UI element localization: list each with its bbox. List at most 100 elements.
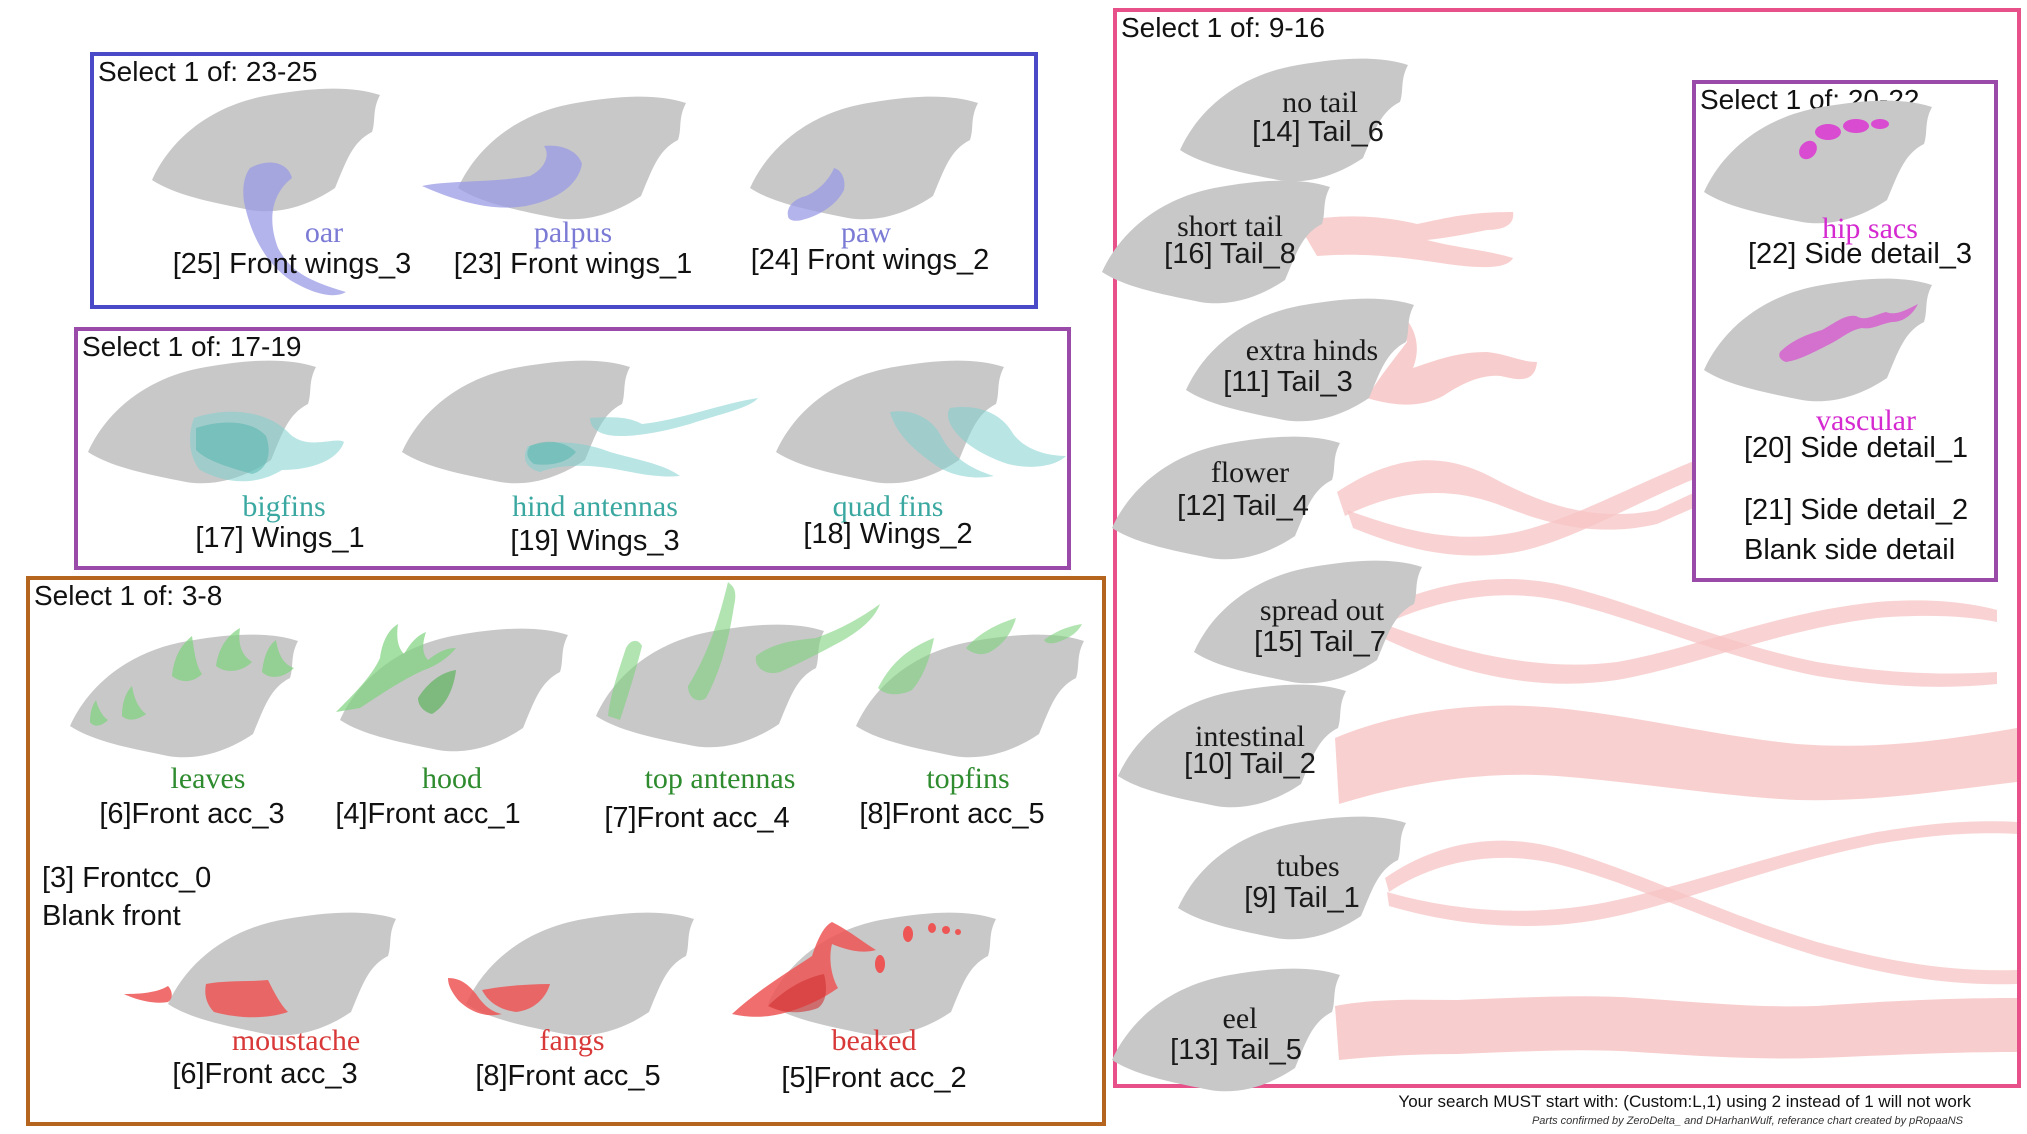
body-shape (1102, 180, 1330, 304)
front-acc-blank-text: Blank front (42, 900, 181, 932)
tail-flower-code: [12] Tail_4 (1177, 490, 1309, 522)
tail-body-eel (1112, 968, 1340, 1092)
tail-spread-out-name: spread out (1259, 594, 1385, 627)
front-wings-oar-figure (152, 88, 380, 296)
sac-4 (1871, 119, 1889, 129)
front-acc-fangs-figure (448, 912, 694, 1036)
wings-hind-antennas-code: [19] Wings_3 (510, 525, 680, 557)
beak-dot-1 (875, 955, 885, 973)
short-tail-shape (1297, 212, 1514, 268)
front-acc-leaves-name: leaves (170, 762, 246, 795)
front-acc-blank-code: [3] Frontcc_0 (42, 862, 212, 894)
tail-extra-hinds-code: [11] Tail_3 (1223, 366, 1353, 398)
antenna-3-shape (755, 604, 880, 674)
spread-out-shape-a (1377, 579, 1997, 687)
body-shape (1112, 968, 1340, 1092)
footer-search-note: Your search MUST start with: (Custom:L,1… (1398, 1092, 1971, 1111)
beak-dot-3 (928, 923, 936, 933)
front-acc-moustache-code: [6]Front acc_3 (172, 1058, 358, 1090)
side-detail-hip-sacs-name: hip sacs (1822, 212, 1918, 245)
tail-body-tubes (1178, 816, 1406, 940)
leaf-5-shape (90, 700, 108, 726)
sac-1 (1799, 140, 1817, 160)
tail-short-tail-name: short tail (1177, 210, 1283, 243)
topfin-3-shape (1044, 624, 1082, 644)
side-detail-vascular-name: vascular (1816, 404, 1916, 437)
tails-shapes-layer (1297, 212, 2017, 1060)
tails-group: Select 1 of: 9-16 (1113, 8, 2021, 1088)
tail-tubes-code: [9] Tail_1 (1244, 882, 1360, 914)
tail-body-short-tail (1102, 180, 1330, 304)
front-wings-palpus-figure (422, 96, 686, 220)
beak-dot-5 (955, 929, 961, 935)
front-acc-topfins-name: topfins (926, 762, 1010, 795)
tail-no-tail-code: [14] Tail_6 (1252, 116, 1384, 148)
fang-right-shape (482, 984, 550, 1012)
eel-shape (1335, 996, 2017, 1060)
body-shape (466, 912, 694, 1036)
leaf-2-shape (216, 628, 252, 671)
front-acc-fangs-name: fangs (539, 1024, 605, 1057)
footer-credit: Parts confirmed by ZeroDelta_ and DHarha… (1531, 1115, 1963, 1127)
front-wings-paw-name: paw (841, 216, 891, 249)
front-acc-top-antennas-name: top antennas (644, 762, 796, 795)
moustache-left-shape (124, 986, 172, 1003)
tail-body-flower (1112, 436, 1340, 560)
paw-wing-shape (787, 168, 845, 221)
tail-body-extra-hinds (1186, 298, 1414, 422)
front-acc-beaked-code: [5]Front acc_2 (781, 1062, 967, 1094)
moustache-right-shape (205, 980, 288, 1018)
palpus-wing-shape (422, 145, 582, 208)
tail-tubes-name: tubes (1276, 850, 1340, 883)
body-shape (1704, 100, 1932, 224)
body-shape (750, 96, 978, 220)
front-acc-topfins-code: [8]Front acc_5 (859, 798, 1045, 830)
wings-quad-fins-code: [18] Wings_2 (803, 518, 973, 550)
beak-shape (732, 922, 876, 1017)
tail-spread-out-code: [15] Tail_7 (1254, 626, 1386, 658)
front-wings-palpus-code: [23] Front wings_1 (453, 248, 693, 280)
wings-bigfins-figure (88, 360, 344, 484)
front-wings-oar-name: oar (304, 216, 344, 249)
front-acc-hood-figure (336, 624, 568, 752)
leaf-4-shape (122, 686, 146, 720)
side-detail-hip-sacs-figure (1704, 100, 1932, 224)
side-detail-blank-text: Blank side detail (1744, 534, 1956, 566)
antenna-upper-shape (590, 398, 758, 436)
body-shape (1194, 560, 1422, 684)
tail-extra-hinds-name: extra hinds (1245, 334, 1379, 367)
tail-eel-name: eel (1222, 1002, 1258, 1035)
hood-inner-shape (418, 670, 456, 714)
tubes-shape-a (1385, 840, 2017, 985)
body-shape (1178, 816, 1406, 940)
wings-bigfins-code: [17] Wings_1 (195, 522, 365, 554)
front-acc-title: Select 1 of: 3-8 (34, 580, 223, 611)
beak-dot-4 (942, 926, 950, 934)
side-detail-blank-code: [21] Side detail_2 (1744, 494, 1969, 526)
tail-intestinal-name: intestinal (1195, 720, 1305, 753)
wings-quad-fins-name: quad fins (832, 490, 944, 523)
spread-out-shape-b (1379, 600, 1997, 684)
tails-title: Select 1 of: 9-16 (1121, 12, 1325, 43)
body-shape (152, 88, 380, 212)
fang-left-shape (448, 978, 502, 1016)
body-shape (1112, 436, 1340, 560)
wings-hind-antennas-name: hind antennas (512, 490, 678, 523)
side-detail-vascular-code: [20] Side detail_1 (1743, 432, 1969, 464)
leaf-1-shape (172, 636, 202, 682)
tail-body-spread-out (1194, 560, 1422, 684)
wings-quad-fins-figure (776, 360, 1066, 484)
beak-dot-2 (903, 926, 913, 942)
body-shape (1186, 298, 1414, 422)
tail-body-intestinal (1118, 684, 1346, 808)
front-acc-moustache-figure (124, 912, 396, 1036)
vascular-shape (1779, 304, 1918, 362)
topfin-1-shape (878, 638, 934, 695)
antenna-dark-shape (527, 441, 576, 465)
flower-shape-a (1337, 452, 1817, 530)
tubes-shape-b (1387, 821, 2017, 927)
intestinal-shape (1335, 705, 2017, 804)
front-acc-topfins-figure (856, 618, 1084, 758)
quad-fin-back-shape (947, 407, 1066, 467)
